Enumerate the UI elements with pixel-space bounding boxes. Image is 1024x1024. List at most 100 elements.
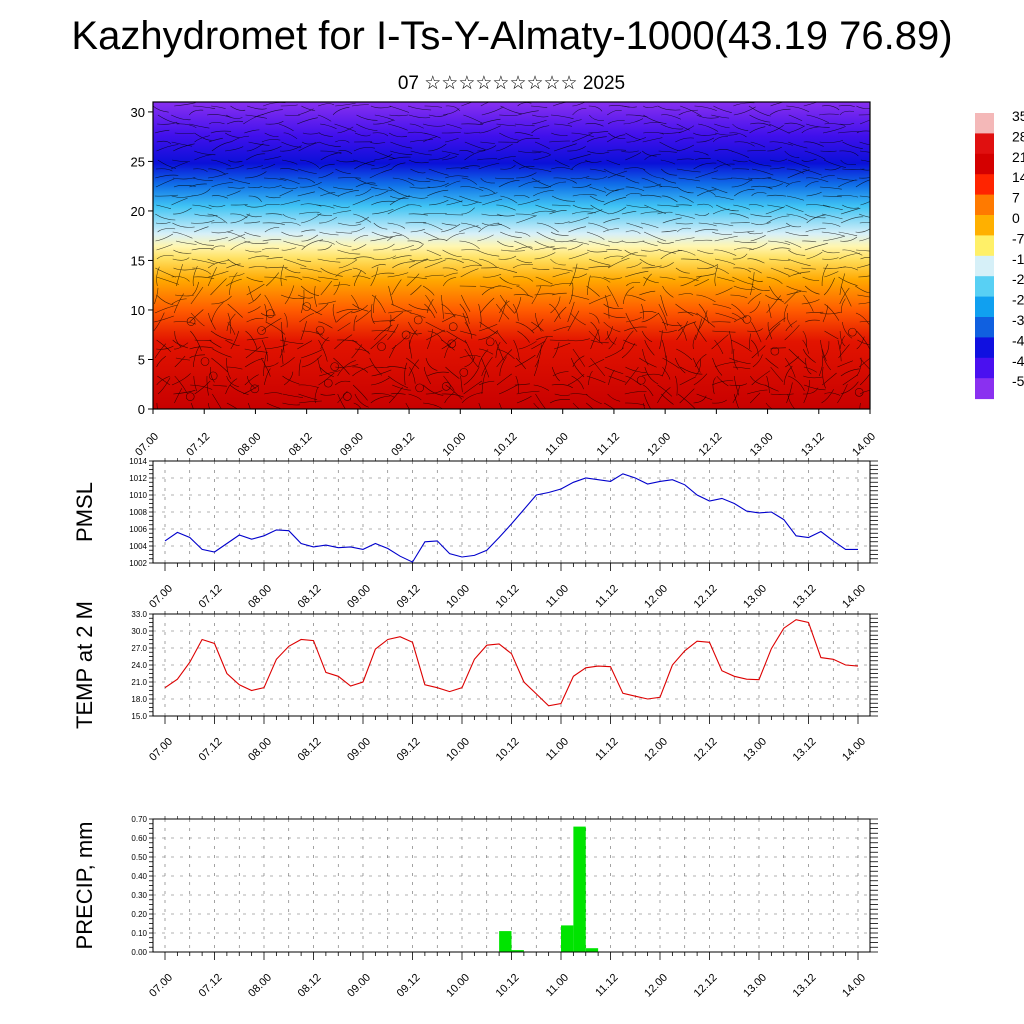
streamline [784,240,802,248]
streamline [587,249,608,253]
streamline [588,265,610,269]
streamline [641,177,663,187]
streamline [212,348,232,358]
streamline [247,185,263,188]
streamline [642,240,658,247]
streamline [643,384,654,397]
precip-ylabel: PRECIP, mm [72,822,97,950]
streamline [228,177,251,184]
streamline [482,198,503,206]
streamline [641,303,644,320]
streamline [644,154,661,161]
streamline [190,219,215,224]
streamline [624,366,639,386]
streamline [189,183,207,188]
y-tick-label: 0.60 [131,834,147,843]
streamline [174,355,186,368]
streamline [282,213,296,220]
streamline [785,181,801,188]
streamline [662,217,682,224]
streamline [859,320,870,323]
streamline [371,294,386,314]
streamline [171,373,191,386]
streamline [785,320,798,332]
streamline [279,177,300,185]
streamline [677,249,696,256]
x-tick-label: 13.00 [741,972,769,1000]
streamline [441,223,461,233]
streamline [715,204,739,212]
streamline [461,392,483,404]
streamline [392,384,412,391]
streamline [533,190,554,197]
streamline [608,206,627,215]
streamline [858,302,870,305]
streamline [301,354,322,368]
streamline [621,343,636,359]
streamline [714,361,738,368]
streamline [551,132,568,136]
streamline [478,324,498,332]
streamline [608,369,615,386]
streamline [478,330,499,341]
streamline [172,207,192,215]
streamline [408,339,413,359]
streamline [857,294,870,298]
streamline [590,357,606,377]
streamline [516,395,532,404]
streamline [642,137,663,143]
streamline [626,294,646,301]
streamline [318,171,334,179]
streamline [676,168,701,173]
streamline [261,317,282,332]
streamline [445,366,460,379]
streamline [588,131,609,134]
streamline [603,276,623,280]
streamline [714,265,719,287]
streamline [859,402,861,409]
streamline [605,326,613,341]
streamline [388,344,397,359]
streamline [659,131,682,134]
streamline [533,402,541,409]
colorbar-cell [975,357,994,379]
streamline [245,249,262,253]
streamline [858,114,870,116]
streamline [642,168,664,179]
streamline [261,139,281,143]
streamline [389,195,410,206]
streamline [677,311,698,316]
streamline [765,323,781,341]
streamline [387,272,409,278]
streamline [697,264,719,269]
streamline [770,247,791,251]
streamline [246,213,262,218]
streamline [281,231,303,237]
streamline [496,373,512,386]
streamline [676,320,688,341]
streamline [211,245,225,251]
x-tick-label: 07.00 [147,583,175,611]
streamline [500,249,525,252]
streamline [568,216,589,224]
streamline [499,276,520,286]
streamline [480,102,490,107]
streamline [840,216,864,224]
streamline [625,402,646,406]
streamline [567,119,582,125]
streamline [586,136,607,143]
calm-marker [848,327,857,337]
streamline [783,365,793,386]
streamline [211,105,226,109]
streamline [731,178,753,188]
streamline [516,390,540,395]
streamline [608,132,626,140]
streamline [207,260,229,269]
streamline [531,210,556,215]
streamline [733,230,755,233]
streamline [514,354,536,368]
streamline [784,150,800,158]
streamline [442,249,462,257]
streamline [482,273,502,278]
streamline [318,339,328,362]
